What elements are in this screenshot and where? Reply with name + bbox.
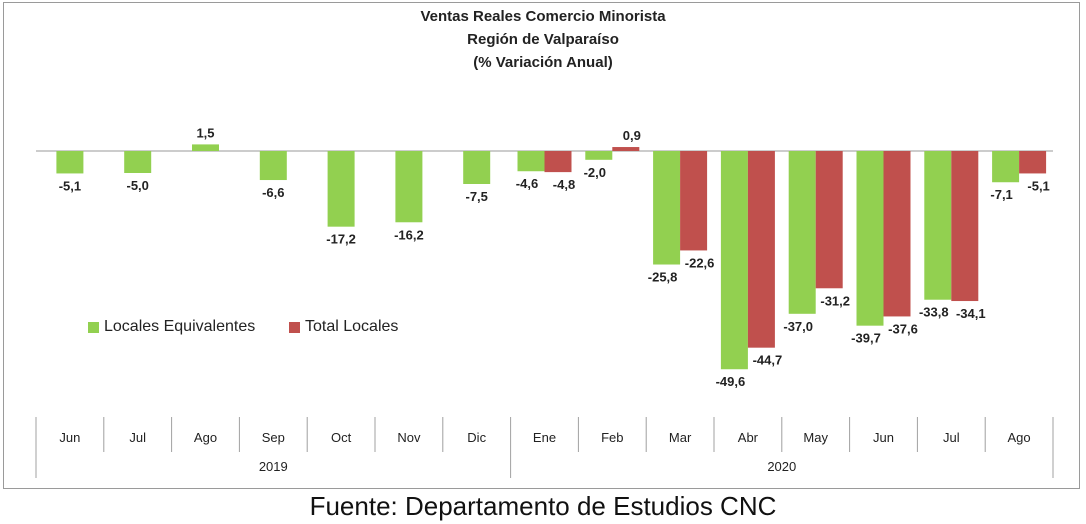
- legend-swatch-green: [88, 321, 99, 333]
- data-label: -4,6: [516, 176, 538, 191]
- data-label: -31,2: [820, 293, 850, 308]
- x-tick-label: Dic: [467, 430, 486, 445]
- data-label: -6,6: [262, 185, 284, 200]
- bar-total-locales-jun-12: [883, 151, 911, 317]
- legend-label: Locales Equivalentes: [104, 318, 256, 335]
- x-tick-label: Ene: [533, 430, 556, 445]
- bar-locales-equivalentes-ago-2: [192, 144, 219, 151]
- x-tick-label: Abr: [738, 430, 759, 445]
- bar-locales-equivalentes-nov-5: [395, 151, 423, 223]
- bar-locales-equivalentes-ago-14: [992, 151, 1020, 183]
- data-label: -49,6: [716, 374, 746, 389]
- legend-item-total-locales: Total Locales: [289, 318, 398, 336]
- bar-chart: -5,1 -5,0 1,5 -6,6 -17,2 -16,2 -7,5 -4,6 -2,0 -25…: [35, 125, 1054, 478]
- bar-locales-equivalentes-jul-1: [124, 151, 152, 173]
- data-label: -4,8: [553, 177, 575, 192]
- bar-total-locales-ago-14: [1019, 151, 1047, 174]
- data-label: -16,2: [394, 227, 424, 242]
- x-group-label-2019: 2019: [259, 459, 288, 474]
- data-label: -5,0: [126, 178, 148, 193]
- bar-locales-equivalentes-jun-12: [856, 151, 884, 326]
- data-label: -22,6: [685, 255, 715, 270]
- source-note: Fuente: Departamento de Estudios CNC: [309, 491, 777, 521]
- data-label: -5,1: [1027, 178, 1049, 193]
- bar-total-locales-mar-9: [680, 151, 708, 251]
- data-label: -33,8: [919, 305, 949, 320]
- bar-locales-equivalentes-jul-13: [924, 151, 952, 300]
- legend-item-locales-equivalentes: Locales Equivalentes: [88, 318, 255, 336]
- data-label: -37,6: [888, 321, 918, 336]
- data-label: -7,1: [990, 187, 1012, 202]
- bar-locales-equivalentes-ene-7: [517, 151, 545, 172]
- x-tick-label: Jun: [59, 430, 80, 445]
- data-label: -39,7: [851, 331, 881, 346]
- bar-locales-equivalentes-feb-8: [585, 151, 613, 160]
- data-label: -7,5: [465, 189, 487, 204]
- x-tick-label: Jun: [873, 430, 894, 445]
- data-label: -5,1: [59, 178, 81, 193]
- x-tick-label: May: [803, 430, 828, 445]
- data-label: -2,0: [584, 165, 606, 180]
- chart-title-line-2: Región de Valparaíso: [467, 31, 619, 48]
- legend-swatch-red: [289, 321, 300, 333]
- bar-locales-equivalentes-dic-6: [463, 151, 491, 184]
- data-label: 1,5: [196, 125, 214, 140]
- chart-title-line-3: (% Variación Anual): [473, 54, 613, 71]
- data-label: -17,2: [326, 232, 356, 247]
- data-label: -37,0: [783, 319, 813, 334]
- bar-total-locales-feb-8: [612, 147, 640, 151]
- bar-locales-equivalentes-abr-10: [720, 151, 748, 370]
- bar-total-locales-ene-7: [544, 151, 572, 173]
- bar-locales-equivalentes-oct-4: [327, 151, 355, 227]
- chart-title-line-1: Ventas Reales Comercio Minorista: [420, 8, 666, 25]
- bar-locales-equivalentes-jun-0: [56, 151, 84, 174]
- x-tick-label: Feb: [601, 430, 623, 445]
- data-label: 0,9: [623, 128, 641, 143]
- bar-locales-equivalentes-sep-3: [259, 151, 287, 181]
- data-label: -34,1: [956, 306, 986, 321]
- x-tick-label: Jul: [129, 430, 146, 445]
- x-group-label-2020: 2020: [767, 459, 796, 474]
- legend-label: Total Locales: [305, 318, 399, 335]
- bar-locales-equivalentes-may-11: [788, 151, 816, 314]
- x-tick-label: Nov: [397, 430, 421, 445]
- bar-total-locales-abr-10: [747, 151, 775, 348]
- x-tick-label: Oct: [331, 430, 352, 445]
- x-tick-label: Mar: [669, 430, 692, 445]
- bar-locales-equivalentes-mar-9: [653, 151, 681, 265]
- data-label: -44,7: [753, 353, 783, 368]
- bar-total-locales-jul-13: [951, 151, 979, 302]
- data-label: -25,8: [648, 270, 678, 285]
- bar-total-locales-may-11: [815, 151, 843, 289]
- x-tick-label: Ago: [194, 430, 217, 445]
- x-tick-label: Jul: [943, 430, 960, 445]
- x-tick-label: Ago: [1008, 430, 1031, 445]
- x-tick-label: Sep: [262, 430, 285, 445]
